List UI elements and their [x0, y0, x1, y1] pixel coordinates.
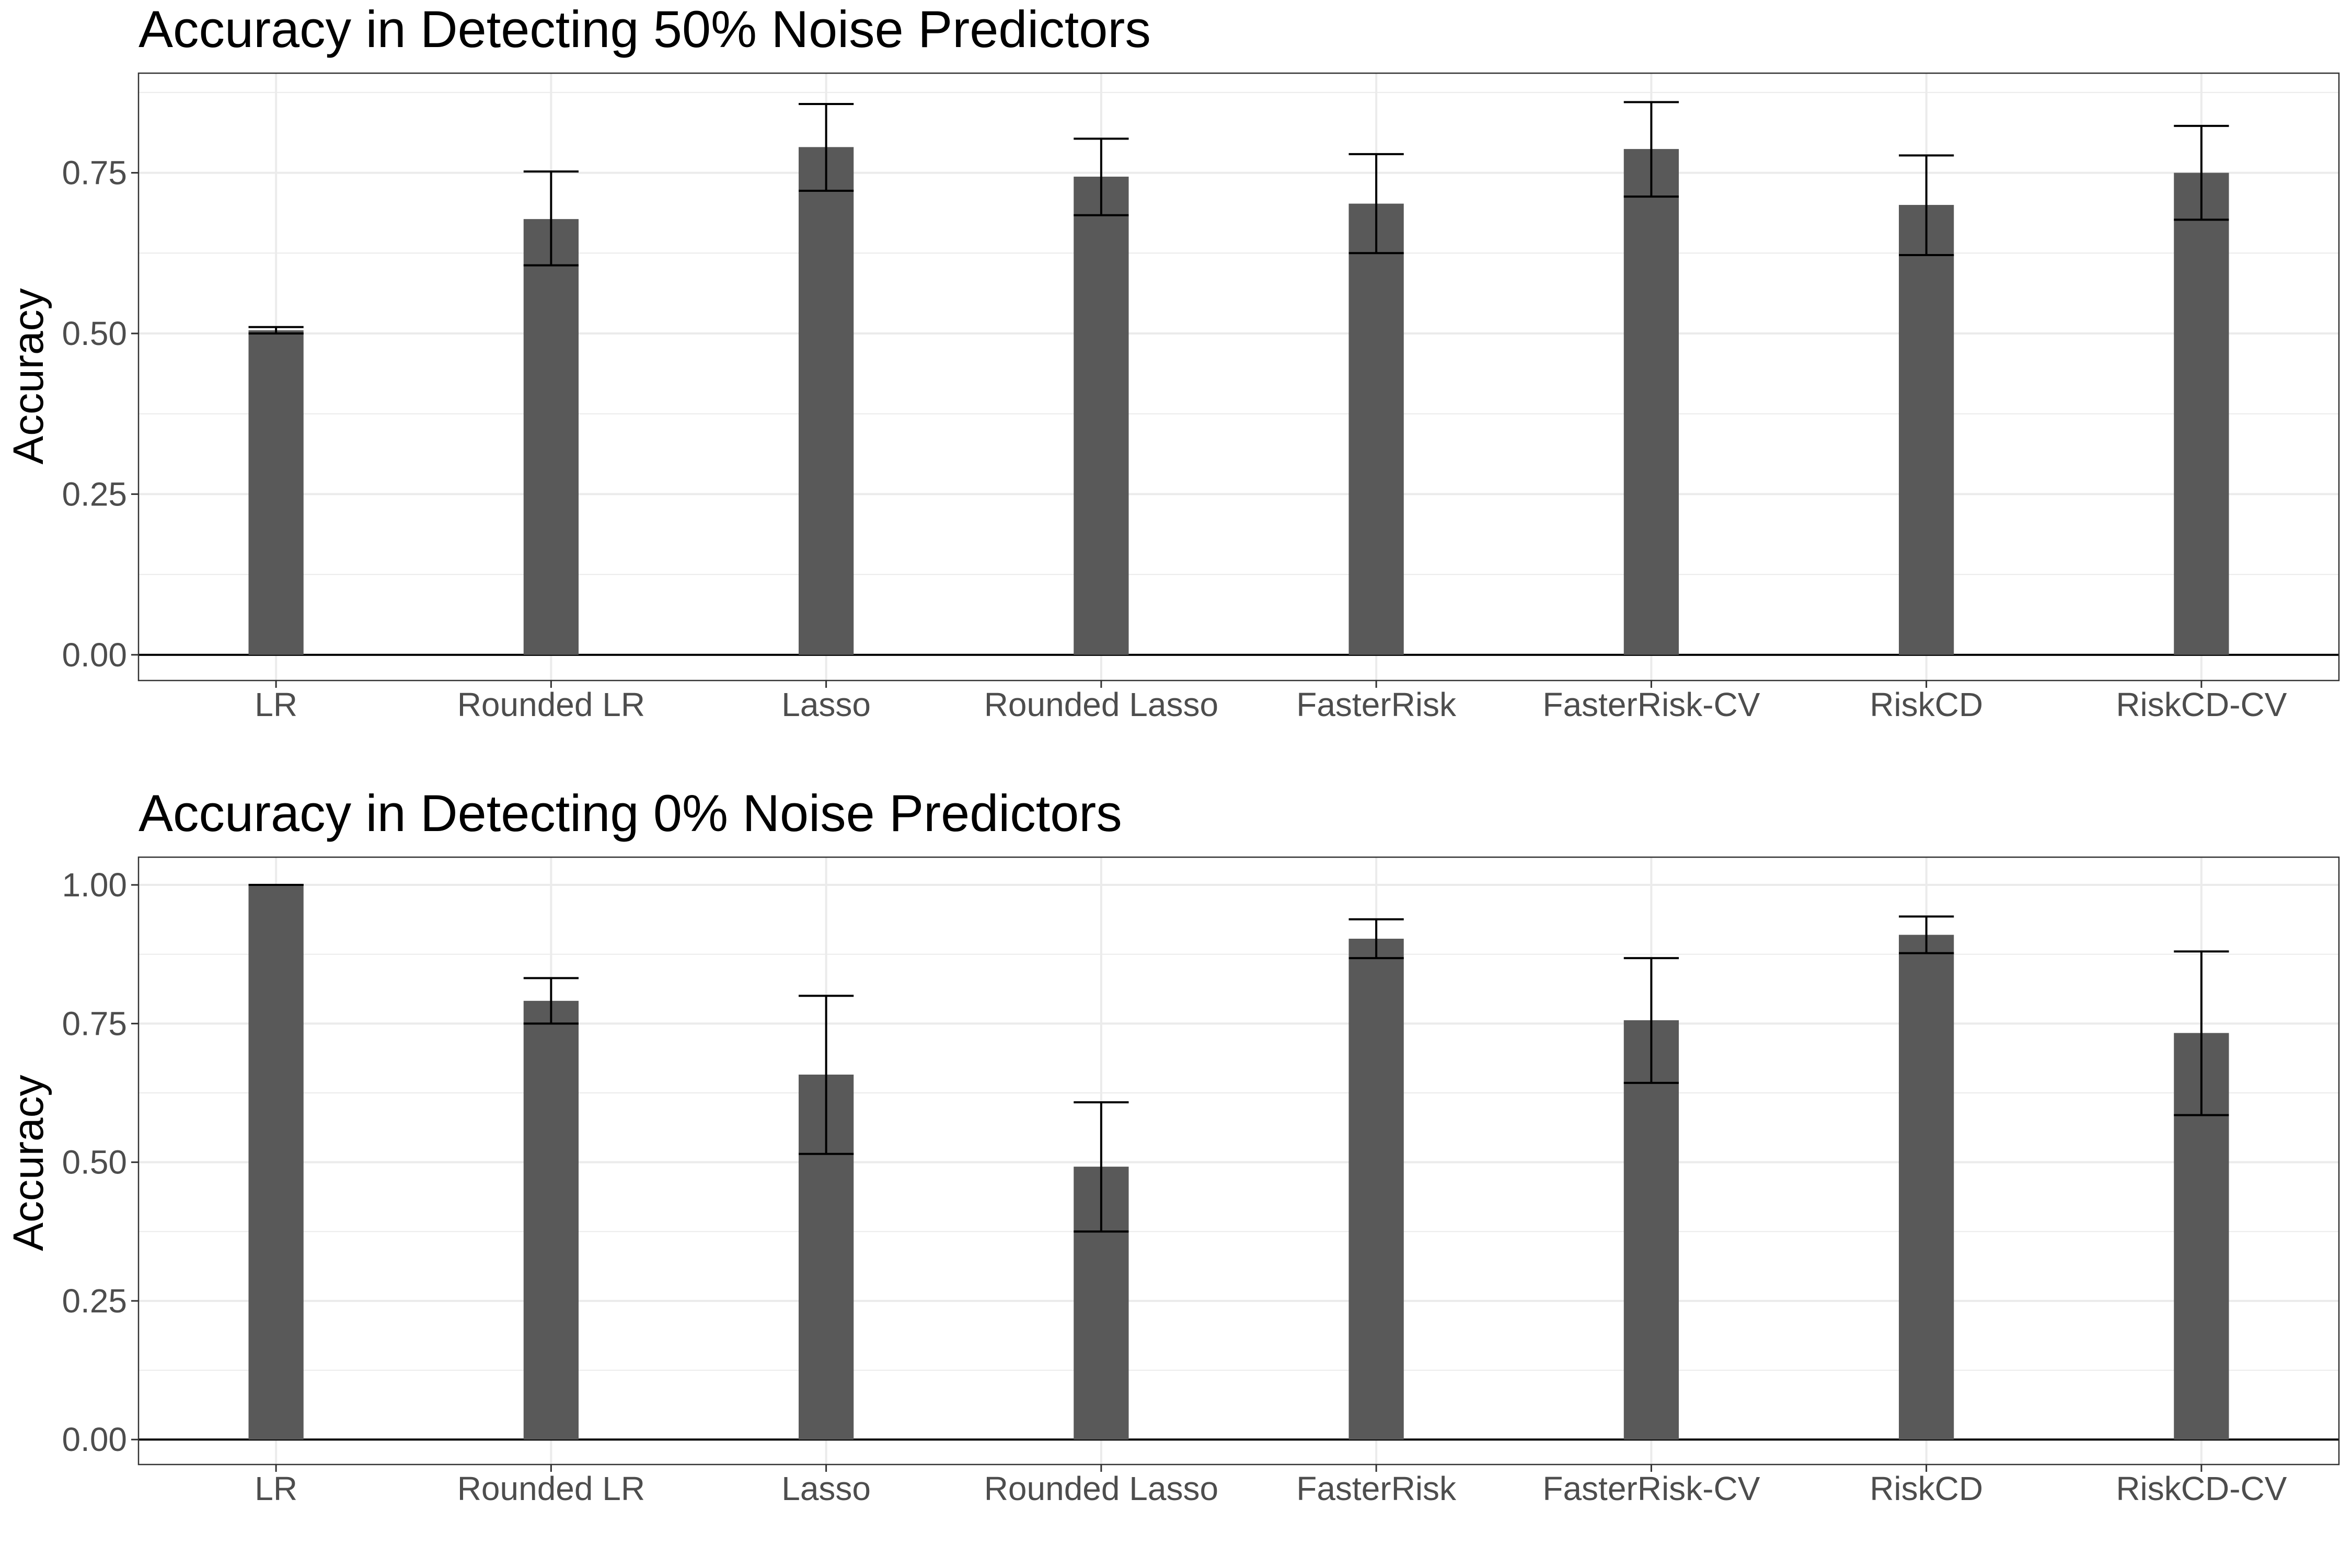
error-bar	[2174, 124, 2229, 221]
error-bar	[1899, 915, 1954, 954]
chart-0-percent-noise: Accuracy in Detecting 0% Noise Predictor…	[5, 784, 2340, 1507]
error-bar	[248, 326, 304, 335]
bar-fasterrisk-cv	[1623, 1020, 1679, 1440]
grid	[139, 73, 2339, 681]
panel-border	[137, 856, 2340, 1466]
y-tick-label: 0.25	[62, 1282, 127, 1320]
bar-rounded-lr	[523, 219, 579, 655]
error-bar	[799, 995, 854, 1155]
y-axis-title: Accuracy	[5, 1075, 52, 1251]
y-tick-label: 0.25	[62, 475, 127, 513]
error-bar	[2174, 950, 2229, 1116]
y-axis-title: Accuracy	[5, 288, 52, 464]
x-tick-label: FasterRisk-CV	[1542, 686, 1760, 723]
x-tick-label: Rounded Lasso	[984, 686, 1218, 723]
bar-lr	[248, 330, 304, 655]
error-bar	[799, 103, 854, 192]
error-bar	[523, 170, 579, 267]
error-bar	[1623, 957, 1679, 1084]
y-tick-label: 0.75	[62, 1005, 127, 1042]
x-tick-label: FasterRisk	[1296, 686, 1457, 723]
x-tick-label: RiskCD-CV	[2116, 1470, 2287, 1507]
bar-riskcd	[1899, 205, 1954, 655]
error-bar	[1074, 1101, 1129, 1233]
chart-50-percent-noise: Accuracy in Detecting 50% Noise Predicto…	[5, 0, 2340, 723]
bar-lr	[248, 885, 304, 1440]
x-tick-label: RiskCD	[1870, 1470, 1983, 1507]
bar-fasterrisk-cv	[1623, 149, 1679, 655]
y-tick-label: 0.50	[62, 1144, 127, 1181]
y-tick-label: 0.00	[62, 636, 127, 674]
error-bar	[523, 977, 579, 1025]
chart-title: Accuracy in Detecting 0% Noise Predictor…	[139, 784, 1122, 842]
error-bar	[1348, 918, 1404, 960]
bar-fasterrisk	[1348, 203, 1404, 655]
x-tick-label: Rounded LR	[457, 686, 645, 723]
panel-border	[137, 72, 2340, 682]
x-tick-label: LR	[255, 686, 297, 723]
bar-rounded-lr	[523, 1000, 579, 1440]
x-tick-label: Rounded LR	[457, 1470, 645, 1507]
grid	[139, 857, 2339, 1465]
y-tick-label: 0.50	[62, 315, 127, 352]
x-tick-label: RiskCD-CV	[2116, 686, 2287, 723]
bar-rounded-lasso	[1074, 176, 1129, 655]
bar-riskcd	[1899, 935, 1954, 1440]
x-tick-label: FasterRisk	[1296, 1470, 1457, 1507]
bar-fasterrisk	[1348, 938, 1404, 1440]
error-bar	[1623, 101, 1679, 198]
bar-riskcd-cv	[2174, 172, 2229, 655]
x-tick-label: Lasso	[781, 1470, 871, 1507]
x-tick-label: Lasso	[781, 686, 871, 723]
x-tick-label: Rounded Lasso	[984, 1470, 1218, 1507]
error-bar	[1348, 153, 1404, 255]
y-tick-label: 0.00	[62, 1421, 127, 1458]
y-tick-label: 1.00	[62, 866, 127, 904]
x-tick-label: FasterRisk-CV	[1542, 1470, 1760, 1507]
y-tick-label: 0.75	[62, 154, 127, 192]
x-tick-label: RiskCD	[1870, 686, 1983, 723]
chart-title: Accuracy in Detecting 50% Noise Predicto…	[139, 0, 1151, 58]
error-bar	[1074, 137, 1129, 216]
bar-lasso	[799, 147, 854, 655]
x-tick-label: LR	[255, 1470, 297, 1507]
error-bar	[1899, 154, 1954, 256]
